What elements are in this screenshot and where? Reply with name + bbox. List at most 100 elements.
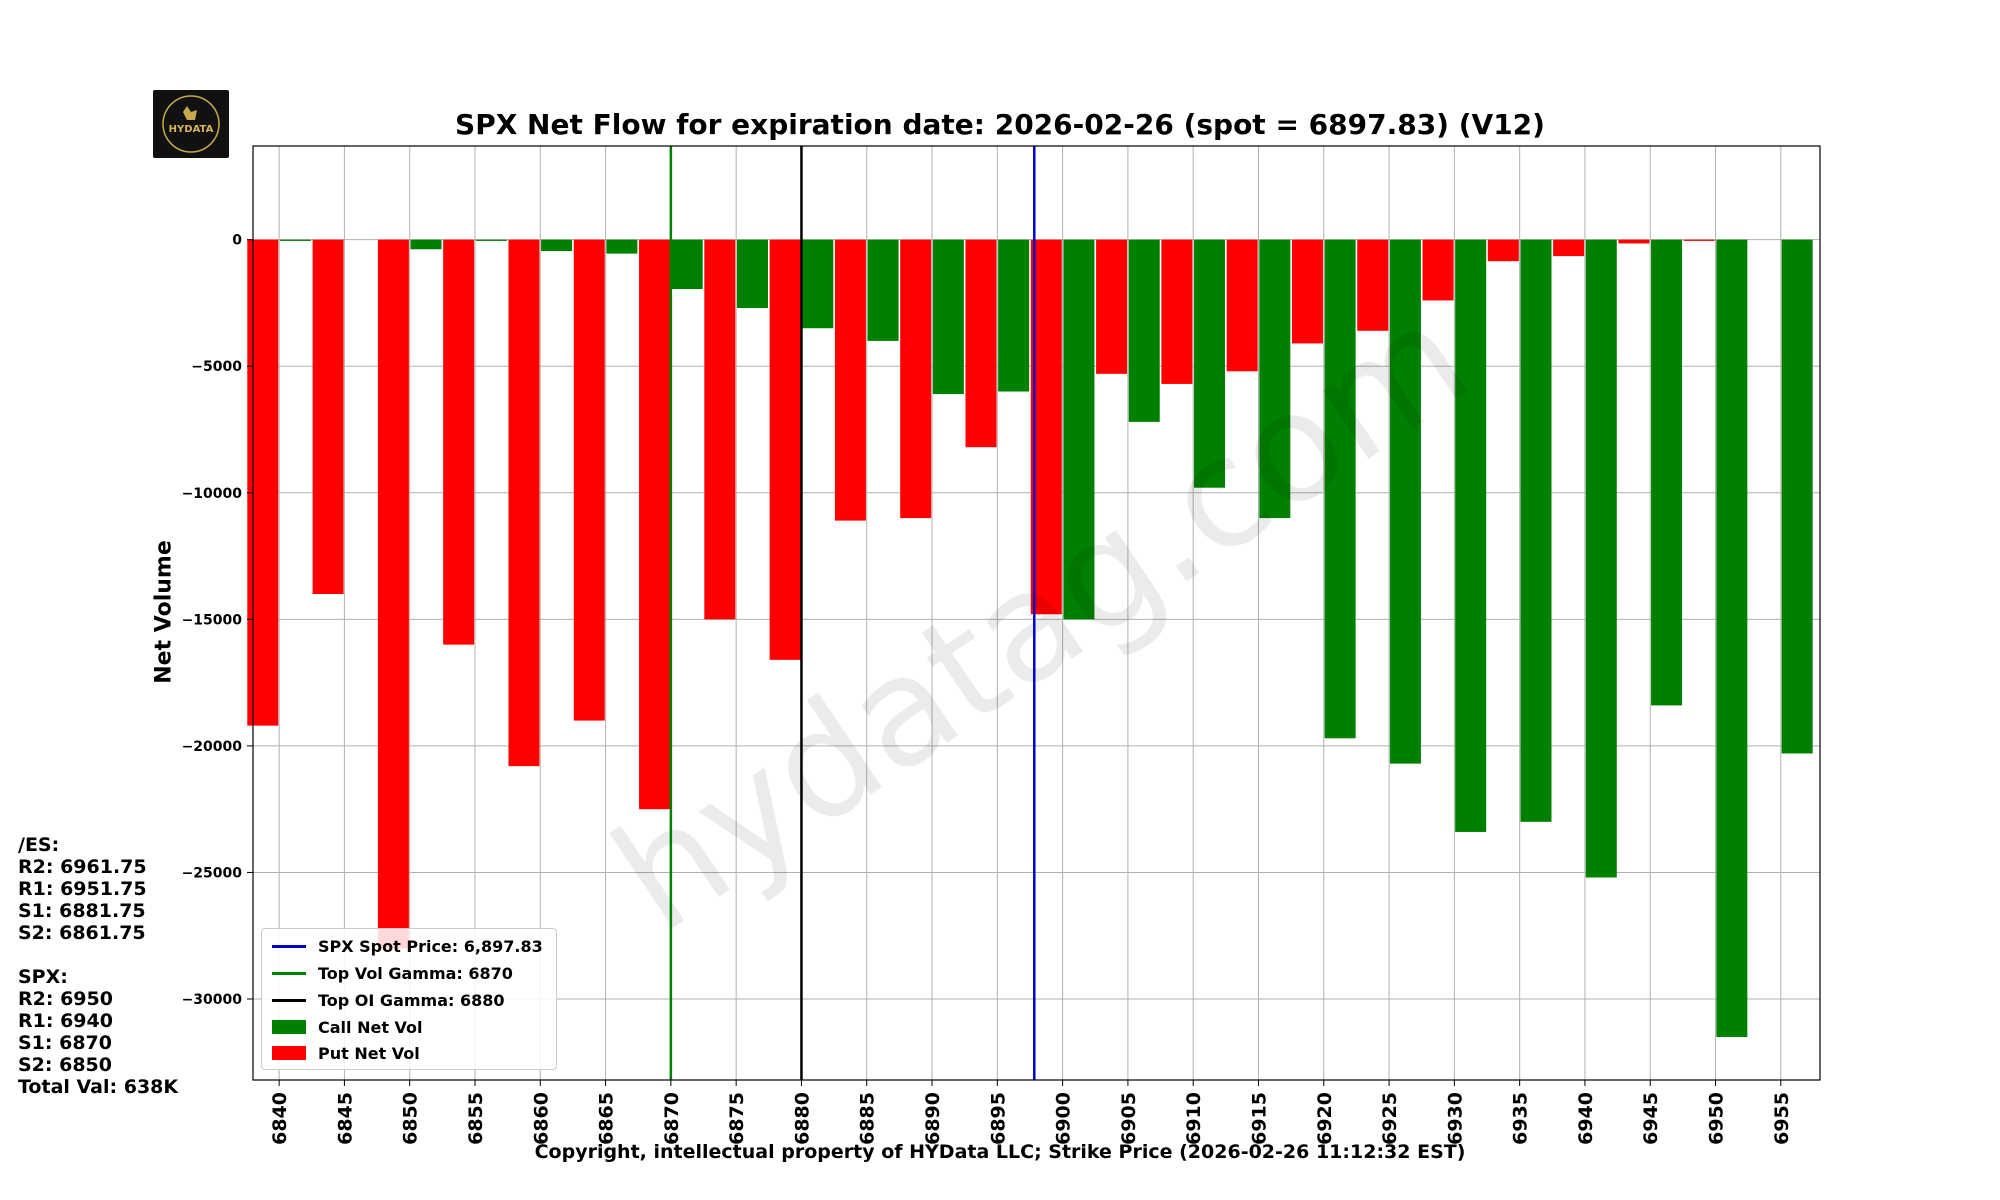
bars-layer	[247, 239, 1813, 1037]
legend-label: Top OI Gamma: 6880	[318, 990, 505, 1010]
put-bar	[508, 239, 540, 767]
put-bar	[1357, 239, 1389, 331]
vlines-layer	[669, 146, 1036, 1080]
spx-level: S2: 6850	[18, 1054, 112, 1076]
es-level: S2: 6861.75	[18, 922, 146, 944]
x-tick-label: 6940	[1575, 1092, 1597, 1145]
put-bar	[704, 239, 736, 620]
call-bar	[410, 239, 442, 250]
put-bar	[1683, 239, 1715, 241]
call-bar	[802, 239, 834, 329]
x-tick-label: 6850	[400, 1092, 422, 1145]
x-tick-label: 6890	[922, 1092, 944, 1145]
call-bar	[1259, 239, 1291, 519]
put-bar	[639, 239, 671, 810]
spacer	[18, 944, 178, 966]
put-bar	[769, 239, 801, 660]
put-bar	[247, 239, 279, 726]
total-value: Total Val: 638K	[18, 1076, 179, 1098]
put-bar	[312, 239, 344, 595]
call-bar	[475, 239, 507, 241]
call-bar	[736, 239, 768, 308]
x-tick-label: 6885	[857, 1092, 879, 1145]
x-tick-label: 6915	[1248, 1092, 1270, 1145]
legend-swatch	[272, 971, 306, 975]
x-tick-label: 6895	[987, 1092, 1009, 1145]
call-bar	[1455, 239, 1487, 832]
spx-level: R2: 6950	[18, 988, 113, 1010]
legend-label: SPX Spot Price: 6,897.83	[318, 936, 543, 956]
x-tick-label: 6925	[1379, 1092, 1401, 1145]
call-bar	[1128, 239, 1160, 422]
x-tick-label: 6875	[726, 1092, 748, 1145]
legend-item-spot: SPX Spot Price: 6,897.83	[272, 935, 543, 957]
x-tick-label: 6900	[1053, 1092, 1075, 1145]
call-bar	[1063, 239, 1095, 620]
chart-legend: SPX Spot Price: 6,897.83 Top Vol Gamma: …	[261, 928, 557, 1070]
x-tick-label: 6880	[791, 1092, 813, 1145]
put-bar	[1553, 239, 1585, 257]
x-axis-label: Copyright, intellectual property of HYDa…	[534, 1141, 1466, 1163]
legend-item-oi-gamma: Top OI Gamma: 6880	[272, 989, 505, 1011]
x-tick-label: 6855	[465, 1092, 487, 1145]
put-bar	[965, 239, 997, 448]
legend-swatch	[272, 944, 306, 948]
call-bar	[998, 239, 1030, 392]
call-bar	[279, 239, 311, 241]
levels-panel: /ES: R2: 6961.75 R1: 6951.75 S1: 6881.75…	[18, 834, 178, 1098]
put-bar	[1291, 239, 1323, 344]
x-tick-label: 6955	[1771, 1092, 1793, 1145]
y-tick-label: −30000	[182, 992, 243, 1008]
y-tick-label: −5000	[191, 359, 242, 375]
call-bar	[1651, 239, 1683, 706]
chart-title: SPX Net Flow for expiration date: 2026-0…	[455, 108, 1545, 141]
put-bar	[1161, 239, 1193, 384]
logo-text: HYDATA	[169, 124, 214, 135]
put-bar	[1487, 239, 1519, 262]
x-tick-label: 6950	[1706, 1092, 1728, 1145]
legend-label: Put Net Vol	[318, 1043, 420, 1063]
x-axis: 6840 6845 6850 6855 6860 6865 6870 6875 6880 6885…	[269, 1080, 1793, 1145]
y-tick-label: −25000	[182, 865, 243, 881]
es-level: S1: 6881.75	[18, 900, 146, 922]
put-bar	[834, 239, 866, 521]
legend-item-put: Put Net Vol	[272, 1042, 420, 1064]
x-tick-label: 6870	[661, 1092, 683, 1145]
put-bar	[1226, 239, 1258, 372]
spx-header: SPX:	[18, 966, 68, 988]
x-tick-label: 6930	[1444, 1092, 1466, 1145]
x-tick-label: 6840	[269, 1092, 291, 1145]
legend-swatch	[272, 998, 306, 1002]
put-bar	[1096, 239, 1128, 374]
put-bar	[1422, 239, 1454, 301]
y-axis: 0 −5000 −10000 −15000 −20000 −25000 −30000	[182, 233, 253, 1008]
put-bar	[377, 239, 409, 949]
put-bar	[573, 239, 605, 721]
call-bar	[671, 239, 703, 290]
put-bar	[1030, 239, 1062, 615]
es-level: R2: 6961.75	[18, 856, 147, 878]
es-level: R1: 6951.75	[18, 878, 147, 900]
y-axis-label: Net Volume	[151, 540, 177, 684]
call-bar	[606, 239, 638, 254]
x-tick-label: 6945	[1640, 1092, 1662, 1145]
y-tick-label: −15000	[182, 612, 243, 628]
hydata-logo: HYDATA	[153, 90, 229, 158]
y-tick-label: −20000	[182, 739, 243, 755]
es-header: /ES:	[18, 834, 60, 856]
put-bar	[443, 239, 475, 645]
legend-label: Top Vol Gamma: 6870	[318, 963, 513, 983]
call-bar	[1389, 239, 1421, 764]
x-tick-label: 6865	[596, 1092, 618, 1145]
call-bar	[932, 239, 964, 395]
x-tick-label: 6905	[1118, 1092, 1140, 1145]
spx-level: S1: 6870	[18, 1032, 112, 1054]
call-bar	[1324, 239, 1356, 739]
legend-swatch	[272, 1020, 306, 1034]
call-bar	[1781, 239, 1813, 754]
put-bar	[900, 239, 932, 519]
y-tick-label: −10000	[182, 486, 243, 502]
plot-frame	[252, 145, 1821, 1081]
call-bar	[1585, 239, 1617, 878]
